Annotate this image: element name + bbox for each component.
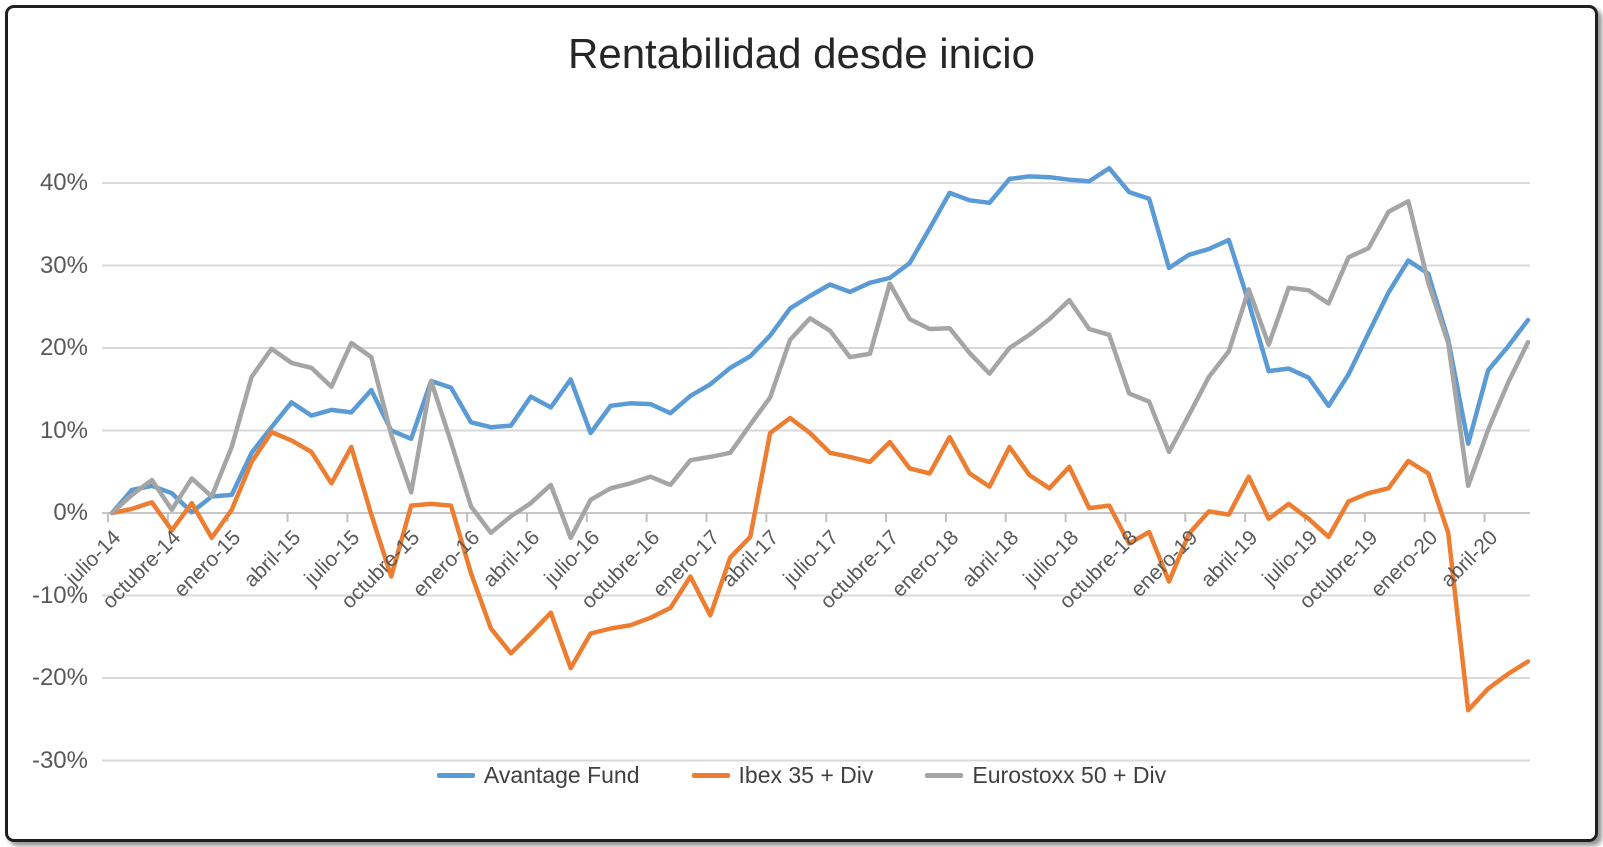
y-tick-label: 10% <box>39 416 88 444</box>
legend-item-ibex-35-div: Ibex 35 + Div <box>691 762 874 789</box>
legend: Avantage Fund Ibex 35 + Div Eurostoxx 50 +… <box>0 762 1603 789</box>
y-tick-label: -10% <box>31 581 88 609</box>
legend-line-swatch-icon <box>691 773 730 778</box>
y-tick-label: -20% <box>31 664 88 691</box>
legend-item-avantage-fund: Avantage Fund <box>436 762 640 789</box>
y-tick-label: 20% <box>39 334 88 361</box>
legend-label: Avantage Fund <box>483 762 640 788</box>
legend-label: Eurostoxx 50 + Div <box>972 762 1167 788</box>
chart-title: Rentabilidad desde inicio <box>568 30 1035 77</box>
y-tick-label: 40% <box>39 169 88 196</box>
series-line-eurostoxx-50-div <box>109 198 1531 541</box>
series-line-avantage-fund <box>109 165 1531 516</box>
legend-label: Ibex 35 + Div <box>738 762 874 788</box>
y-tick-label: 0% <box>53 499 88 526</box>
y-tick-label: -30% <box>31 746 88 774</box>
y-tick-label: 30% <box>39 251 88 279</box>
series-line-ibex-35-div <box>109 415 1531 713</box>
legend-line-swatch-icon <box>436 773 475 778</box>
legend-item-eurostoxx-50-div: Eurostoxx 50 + Div <box>925 762 1166 789</box>
legend-line-swatch-icon <box>925 773 964 778</box>
